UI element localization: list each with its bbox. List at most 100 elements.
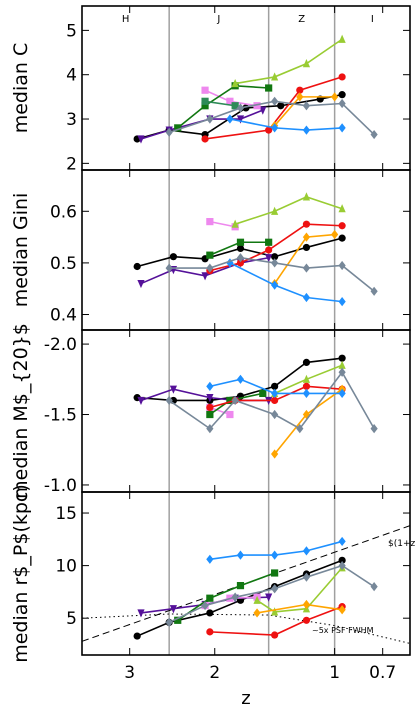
annotation-scaling: $(1+z)^{1.5}$ [388,539,415,549]
data-point [201,97,209,105]
data-point [302,101,311,111]
x-tick-label: 3 [124,663,135,683]
data-point [169,253,178,261]
y-tick-label: 10 [55,557,77,577]
data-point [271,584,279,594]
data-point [338,556,346,564]
data-point [236,253,245,263]
y-axis-label: median r$_P$(kpc) [10,484,32,663]
data-point [236,581,245,590]
data-point [206,114,214,124]
data-point [253,595,261,604]
series-gray [165,367,378,434]
data-point [338,73,346,81]
data-point [302,59,311,68]
data-point [302,599,311,610]
data-point [296,424,304,434]
data-point [331,92,339,102]
data-point [137,609,145,618]
data-point [226,114,234,124]
data-point [302,292,311,303]
data-point [226,97,234,105]
band-label: H [122,14,130,25]
data-point [201,102,209,110]
band-label: Z [298,14,305,25]
y-tick-label: 0.4 [50,306,77,326]
series-violet [201,86,261,110]
data-point [277,102,285,110]
data-point [265,254,273,263]
data-point [302,616,311,624]
data-point [174,616,182,624]
panel-4: 5 10 15 median r$_P$(kpc) $(1+z)^{1.5}$ ~5x P… [10,484,415,663]
y-tick-label: 3 [66,110,77,130]
series-blue [226,114,346,135]
series-line [256,567,343,613]
data-point [133,262,141,271]
data-point [206,628,214,636]
data-point [236,244,245,253]
data-point [201,86,209,94]
data-point [271,72,279,81]
data-point [302,374,311,383]
data-point [271,569,279,577]
data-point [296,86,304,94]
data-point [271,206,279,215]
series-gray [165,561,378,627]
series-line [229,262,343,303]
panel-3: -2.0 -1.5 -1.0 median M$_{20}$ [10,323,411,499]
x-axis-label: z [241,688,250,709]
panel-frame [81,491,411,656]
data-point [231,592,239,602]
series-lime [231,34,346,88]
y-axis-label: median M$_{20}$ [10,323,32,499]
series-blue [206,536,346,564]
data-point [338,354,346,362]
series-red [206,603,346,639]
y-tick-label: 2 [66,154,77,174]
data-point [201,600,209,611]
y-axis-label: median Gini [10,193,32,308]
data-point [338,98,346,109]
data-point [206,394,214,403]
data-point [271,550,279,560]
y-tick-label: 15 [55,504,77,524]
y-tick-label: 4 [66,66,77,86]
y-tick-label: 5 [66,609,77,629]
series-green [206,238,273,259]
data-point [302,546,311,556]
data-point [265,593,273,602]
series-green [206,389,267,419]
data-point [226,410,234,419]
data-point [174,124,182,132]
series-orange [253,599,346,618]
data-point [370,424,378,434]
data-point [265,84,273,92]
data-point [370,129,378,140]
data-point [206,609,214,617]
data-point [302,232,311,242]
data-point [236,103,245,113]
data-point [165,395,173,406]
data-point [137,396,145,406]
series-green [174,569,279,624]
y-tick-label: 0.5 [50,254,77,274]
data-point [201,135,209,143]
data-point [206,381,214,391]
data-point [271,253,279,261]
data-point [206,594,214,602]
reference-curve-psf-limit [81,613,411,644]
data-point [338,536,346,547]
data-point [253,608,261,618]
data-point [338,388,346,398]
data-point [206,251,214,259]
data-point [236,550,245,560]
data-point [201,272,209,281]
data-point [271,123,279,133]
y-tick-label: -1.0 [44,476,77,496]
data-point [302,192,311,201]
data-point [236,374,245,384]
series-lime [231,192,346,228]
series-teal [201,97,239,110]
